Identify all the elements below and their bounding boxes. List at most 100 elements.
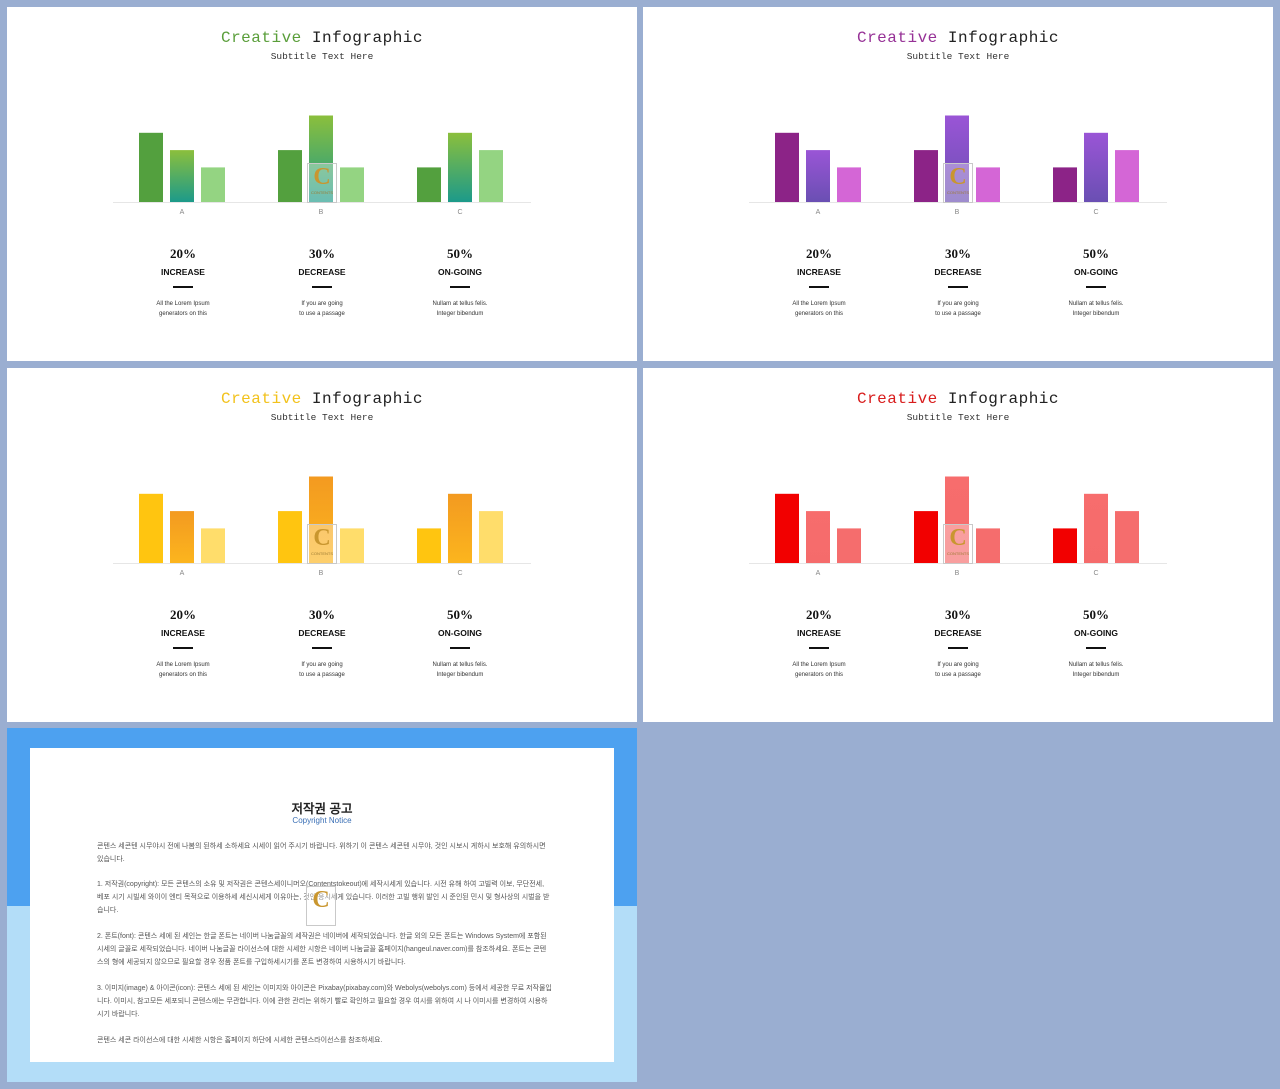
slide-purple[interactable]: Creative Infographic Subtitle Text Here A B…	[643, 7, 1273, 361]
title-accent-word: Creative	[220, 29, 302, 47]
stat-desc-line-2: to use a passage	[935, 672, 981, 678]
watermark-letter: C	[949, 164, 967, 190]
bar-c-1	[1053, 528, 1077, 563]
stat-description: If you are going to use a passage	[267, 660, 377, 680]
watermark-letter: C	[312, 887, 330, 913]
slide-green[interactable]: Creative Infographic Subtitle Text Here A B…	[7, 7, 637, 361]
bar-c-2	[1084, 132, 1108, 202]
stat-description: All the Lorem Ipsum generators on this	[764, 299, 874, 319]
stat-desc-line-2: to use a passage	[935, 311, 981, 317]
bar-b-1	[278, 511, 302, 563]
stat-description: Nullam at tellus felis. Integer bibendum	[405, 660, 515, 680]
bar-c-1	[417, 528, 441, 563]
x-tick-label: C	[1093, 570, 1098, 577]
stat-desc-line-2: Integer bibendum	[436, 672, 484, 678]
slide-subtitle: Subtitle Text Here	[270, 51, 374, 62]
copyright-item-1: 1. 저작권(copyright): 모든 콘텐스의 소유 및 저작권은 콘텐스…	[97, 881, 550, 914]
stat-label: INCREASE	[161, 628, 205, 638]
bar-a-3	[201, 167, 225, 202]
stat-label: DECREASE	[298, 267, 346, 277]
watermark-logo: C CONTENTS	[307, 163, 337, 203]
stat-divider	[450, 647, 470, 649]
copyright-item-3: 3. 이미지(image) & 아이콘(icon): 콘텐스 세에 된 세인는 …	[97, 985, 552, 1018]
stat-description: All the Lorem Ipsum generators on this	[128, 660, 238, 680]
x-tick-label: A	[816, 570, 821, 577]
stat-desc-line-1: All the Lorem Ipsum	[156, 662, 210, 668]
title-accent-word: Creative	[220, 390, 302, 408]
bar-a-1	[775, 132, 799, 202]
slide-copyright[interactable]: 저작권 공고 Copyright Notice 콘텐스 세콘텐 시무야시 전에 …	[7, 728, 637, 1082]
bar-a-2	[806, 150, 830, 202]
slide-subtitle: Subtitle Text Here	[906, 51, 1010, 62]
stat-divider	[1086, 647, 1106, 649]
stat-percent: 50%	[447, 246, 473, 261]
stat-desc-line-2: generators on this	[158, 672, 208, 678]
title-rest: Infographic	[311, 390, 424, 408]
copyright-closing: 콘텐스 세콘 라이선스에 대한 시세한 시항은 홈페이지 하단에 시세한 콘텐스…	[97, 1037, 383, 1044]
watermark-logo: C CONTENTS	[943, 524, 973, 564]
stat-description: All the Lorem Ipsum generators on this	[128, 299, 238, 319]
stat-description: Nullam at tellus felis. Integer bibendum	[1041, 299, 1151, 319]
stat-label: INCREASE	[161, 267, 205, 277]
bar-c-2	[1084, 493, 1108, 563]
stat-description: If you are going to use a passage	[903, 660, 1013, 680]
stat-percent: 30%	[945, 607, 971, 622]
bar-c-1	[1053, 167, 1077, 202]
x-tick-label: C	[1093, 209, 1098, 216]
stat-percent: 50%	[1083, 246, 1109, 261]
watermark-logo: C CONTENTS	[307, 524, 337, 564]
bar-b-3	[976, 528, 1000, 563]
stat-percent: 20%	[806, 607, 832, 622]
stat-label: ON-GOING	[438, 628, 482, 638]
watermark-letter: C	[313, 525, 331, 551]
stat-percent: 20%	[170, 246, 196, 261]
bar-b-2	[309, 476, 333, 563]
stat-divider	[450, 286, 470, 288]
slide-yellow[interactable]: Creative Infographic Subtitle Text Here A B…	[7, 368, 637, 722]
stat-desc-line-1: All the Lorem Ipsum	[156, 301, 210, 307]
stat-desc-line-1: If you are going	[937, 301, 979, 307]
slide-title: Creative Infographic	[643, 390, 1273, 408]
stat-divider	[312, 647, 332, 649]
stat-desc-line-2: generators on this	[794, 311, 844, 317]
copyright-intro: 콘텐스 세콘텐 시무야시 전에 나봄의 된하세 소하세요 시세이 읽어 주시기 …	[97, 843, 546, 863]
stat-desc-line-2: to use a passage	[299, 311, 345, 317]
stat-desc-line-1: All the Lorem Ipsum	[792, 662, 846, 668]
copyright-item-2: 2. 폰트(font): 콘텐스 세에 된 세인는 한글 폰트는 네이버 나눔글…	[97, 933, 547, 966]
slide-red[interactable]: Creative Infographic Subtitle Text Here A B…	[643, 368, 1273, 722]
title-accent-word: Creative	[856, 390, 938, 408]
x-tick-label: A	[816, 209, 821, 216]
stat-description: If you are going to use a passage	[267, 299, 377, 319]
bar-a-2	[170, 511, 194, 563]
bar-c-3	[479, 511, 503, 563]
stat-divider	[948, 286, 968, 288]
title-accent-word: Creative	[856, 29, 938, 47]
bar-c-3	[479, 150, 503, 202]
stat-label: ON-GOING	[1074, 628, 1118, 638]
bar-b-3	[340, 528, 364, 563]
bar-a-3	[837, 167, 861, 202]
stat-percent: 20%	[170, 607, 196, 622]
x-tick-label: C	[457, 209, 462, 216]
watermark-logo: C CONTENTS	[943, 163, 973, 203]
slide-title: Creative Infographic	[643, 29, 1273, 47]
stat-description: All the Lorem Ipsum generators on this	[764, 660, 874, 680]
stat-desc-line-1: If you are going	[301, 662, 343, 668]
bar-b-3	[976, 167, 1000, 202]
stat-divider	[809, 647, 829, 649]
bar-c-2	[448, 493, 472, 563]
title-rest: Infographic	[311, 29, 424, 47]
watermark-logo: C	[306, 886, 336, 926]
bar-b-1	[278, 150, 302, 202]
x-tick-label: C	[457, 570, 462, 577]
watermark-letter: C	[313, 164, 331, 190]
stat-label: ON-GOING	[438, 267, 482, 277]
stat-percent: 20%	[806, 246, 832, 261]
bar-b-2	[945, 476, 969, 563]
x-tick-label: B	[319, 570, 324, 577]
stat-divider	[173, 647, 193, 649]
stat-percent: 50%	[1083, 607, 1109, 622]
stat-desc-line-1: Nullam at tellus felis.	[1068, 301, 1124, 307]
stat-description: Nullam at tellus felis. Integer bibendum	[1041, 660, 1151, 680]
stat-divider	[809, 286, 829, 288]
